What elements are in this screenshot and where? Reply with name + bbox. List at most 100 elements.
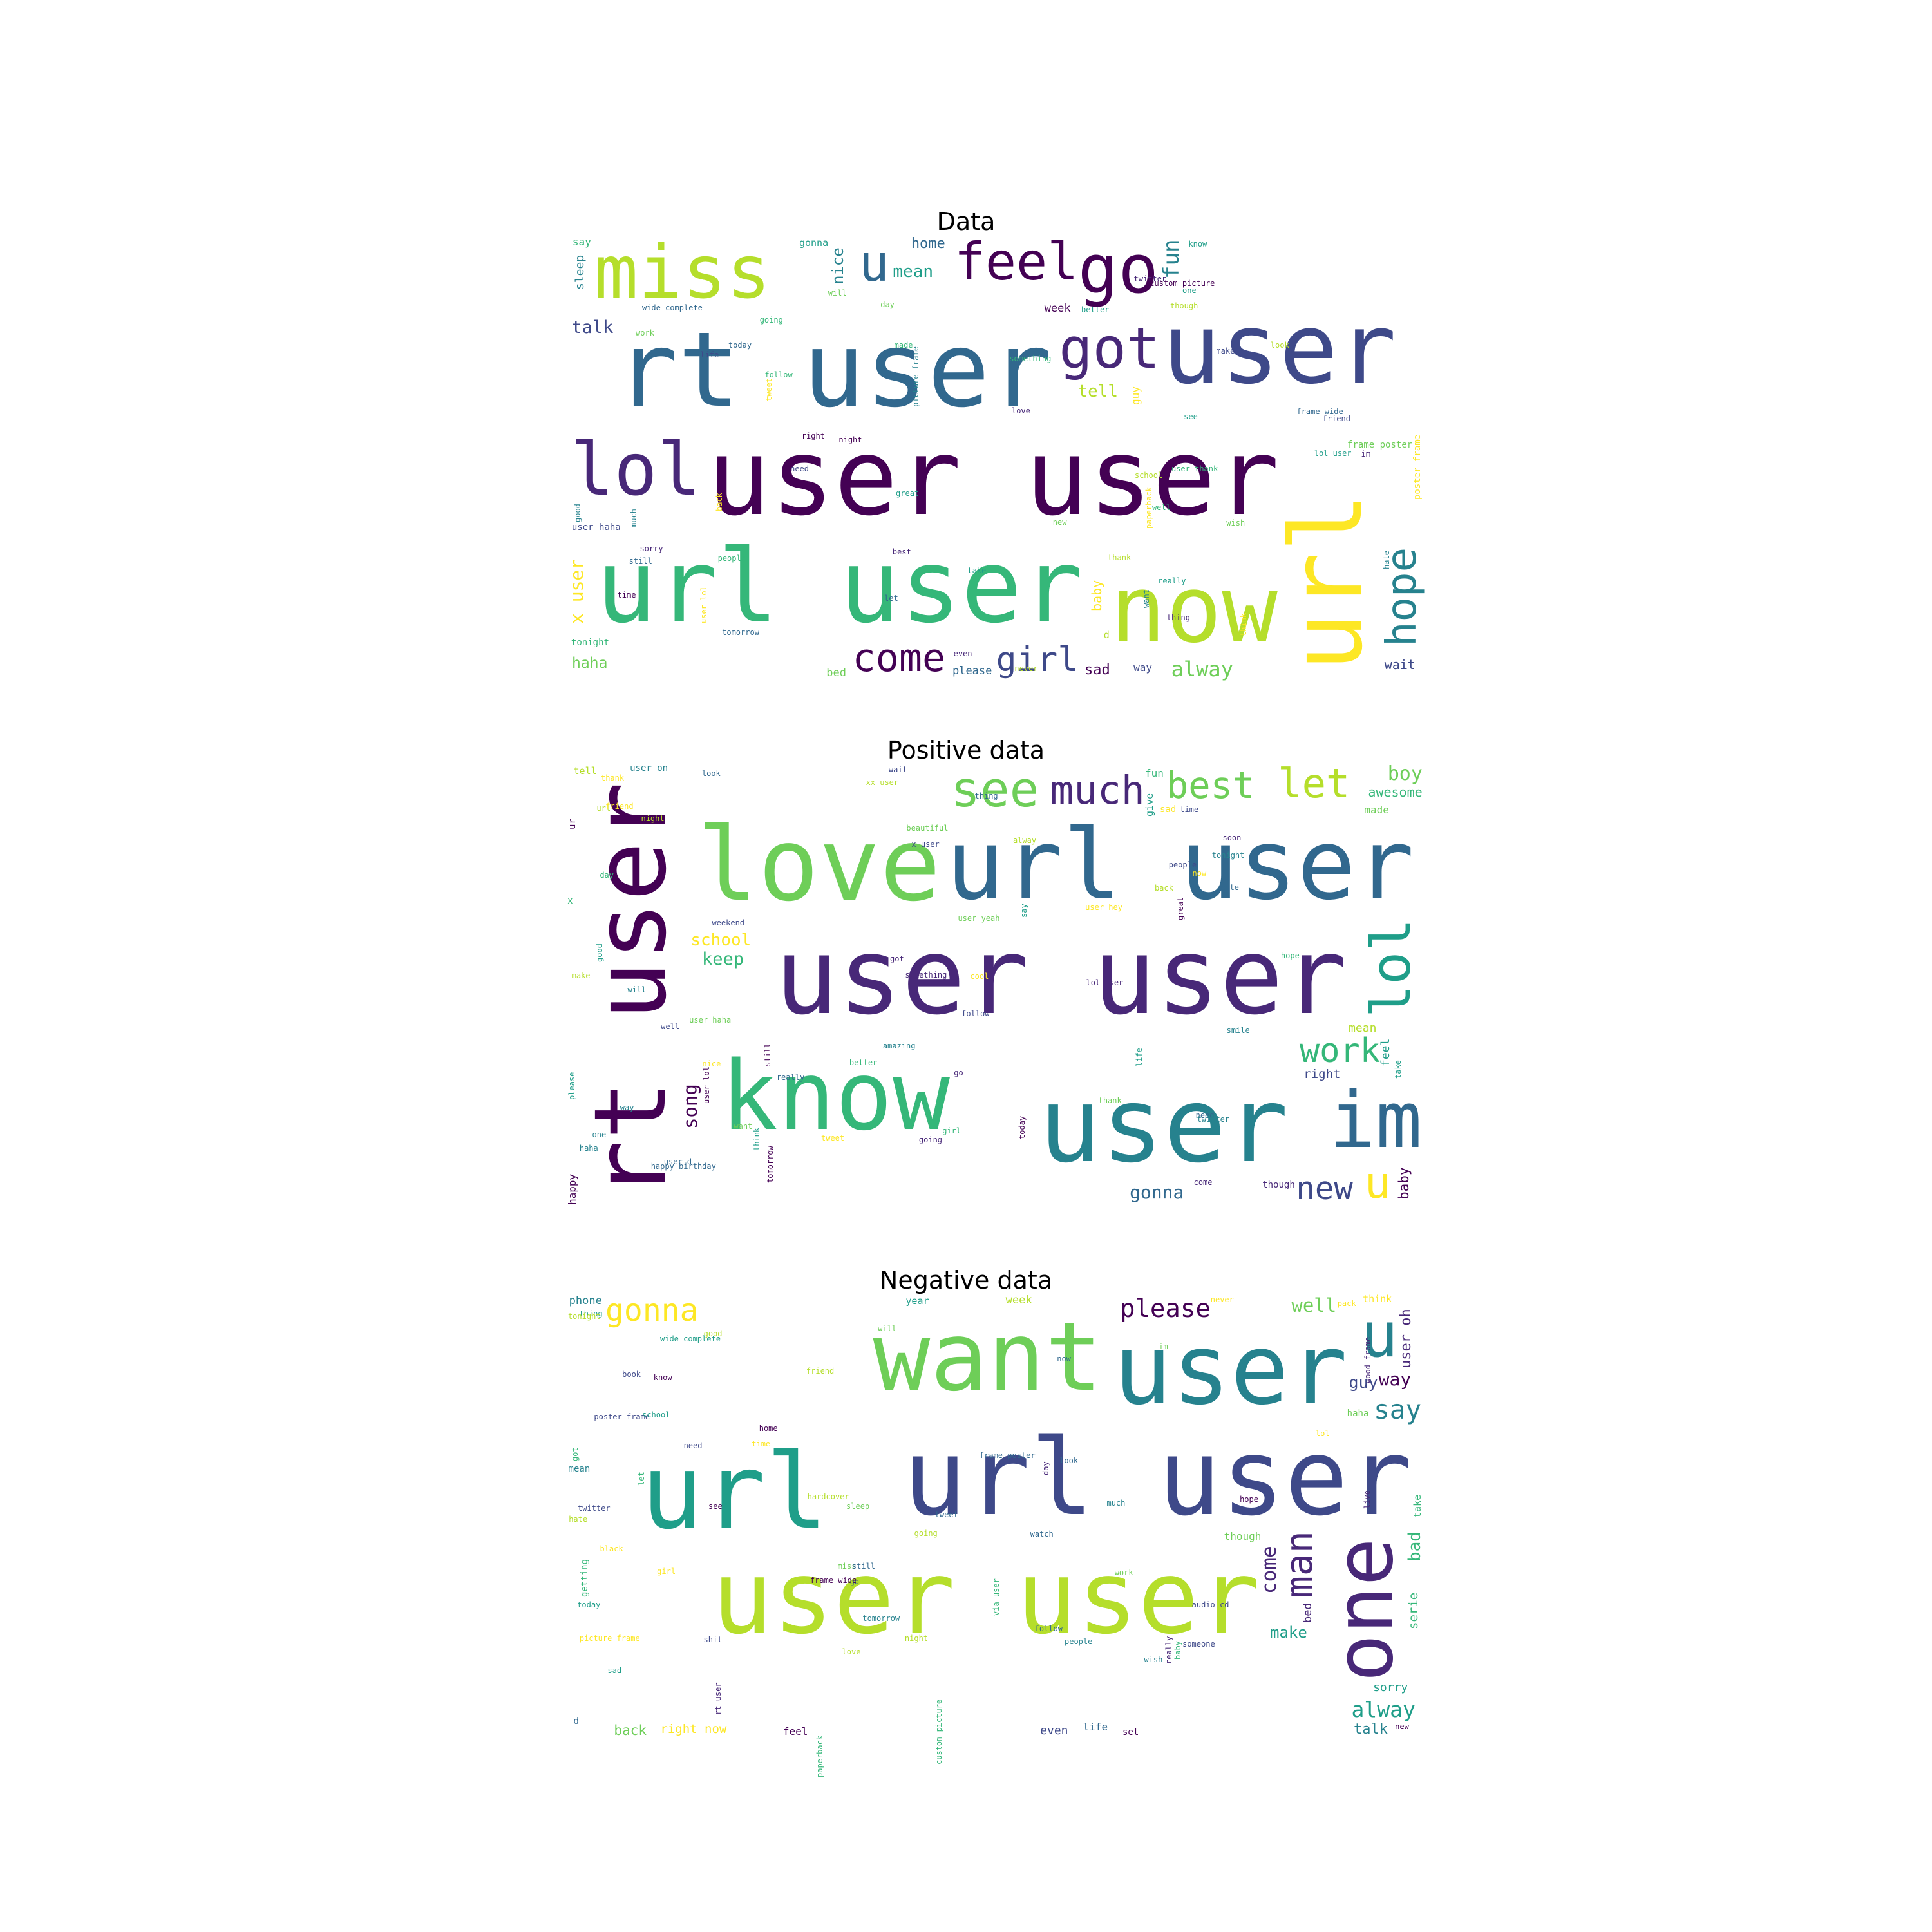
word-cloud-term: hardcover	[807, 1492, 849, 1501]
word-cloud-term: x user	[565, 558, 587, 624]
word-cloud-term: now	[1192, 869, 1207, 878]
word-cloud-term: fun	[1158, 239, 1184, 279]
word-cloud-term: better	[1081, 305, 1110, 314]
word-cloud-term: good	[703, 1329, 723, 1339]
word-cloud-term: thing	[579, 1309, 603, 1318]
word-cloud-term: today	[728, 341, 752, 350]
word-cloud-term: poster frame	[594, 1412, 650, 1422]
word-cloud-term: follow	[1034, 1624, 1063, 1633]
word-cloud-term: today	[577, 1600, 601, 1609]
word-cloud-term: day	[880, 300, 895, 310]
word-cloud-term: rt user	[714, 1682, 723, 1715]
word-cloud-term: someone	[1182, 1640, 1215, 1649]
word-cloud-term: people	[1065, 1637, 1093, 1647]
word-cloud-term: way	[1133, 661, 1152, 674]
word-cloud-term: friend	[1322, 413, 1350, 423]
word-cloud-term: d	[1103, 629, 1110, 641]
word-cloud-term: url user	[945, 808, 1414, 922]
word-cloud-term: going	[918, 1135, 943, 1145]
word-cloud-term: user yeah	[958, 914, 1000, 923]
word-cloud-term: know	[653, 1373, 672, 1383]
panel-title-positive-data: Positive data	[887, 736, 1045, 764]
word-cloud-term: life	[700, 350, 719, 360]
word-cloud-term: cool	[970, 971, 989, 981]
word-cloud-term: really	[1164, 1636, 1173, 1665]
word-cloud-term: one	[1182, 285, 1197, 295]
word-cloud-term: still	[629, 556, 652, 565]
word-cloud-term: bad	[1405, 1531, 1425, 1562]
word-cloud-term: tweet	[820, 1133, 845, 1142]
word-cloud-term: back	[614, 1722, 647, 1738]
word-cloud-term: make	[1270, 1624, 1307, 1642]
word-cloud-term: much	[629, 509, 638, 527]
word-cloud-term: feel	[1378, 1038, 1392, 1066]
word-cloud-term: friend	[806, 1366, 835, 1376]
word-cloud-term: look	[1059, 1456, 1079, 1466]
word-cloud-term: user haha	[689, 1016, 732, 1025]
word-cloud-term: wish	[1226, 518, 1245, 528]
word-cloud-term: work	[1114, 1567, 1133, 1577]
word-cloud-term: now	[1110, 554, 1278, 663]
word-cloud-term: tomorrow	[722, 627, 759, 637]
word-cloud-term: want	[734, 1122, 753, 1132]
word-cloud-term: nice	[829, 247, 848, 285]
word-cloud-term: amazing	[882, 1041, 916, 1050]
word-cloud-term: haha	[572, 654, 608, 672]
word-cloud-term: time	[1180, 805, 1199, 815]
word-cloud-term: im	[1361, 450, 1371, 459]
word-cloud-data: user user rt user url user url user know now lo…	[565, 232, 1426, 681]
word-cloud-term: talk	[571, 317, 614, 337]
word-cloud-term: d	[573, 1716, 579, 1727]
word-cloud-positive-data: user user user love rt user url user know than…	[566, 762, 1424, 1209]
word-cloud-term: way	[1378, 1368, 1412, 1390]
word-cloud-term: picture frame	[911, 346, 920, 408]
word-cloud-term: hate	[569, 1514, 588, 1524]
word-cloud-term: cute	[1220, 882, 1240, 892]
word-cloud-term: frame poster	[979, 1451, 1036, 1461]
word-cloud-term: feel	[954, 232, 1079, 292]
word-cloud-term: great	[1175, 896, 1185, 920]
word-cloud-term: thank	[600, 773, 625, 782]
word-cloud-term: say	[572, 235, 591, 248]
word-cloud-term: user d	[663, 1157, 692, 1166]
word-cloud-term: smile	[1226, 1026, 1250, 1036]
word-cloud-term: back	[1154, 884, 1173, 893]
word-cloud-term: say	[1374, 1394, 1422, 1425]
word-cloud-term: people	[1168, 860, 1197, 869]
word-cloud-term: hope	[1240, 1495, 1258, 1504]
word-cloud-term: follow	[764, 370, 793, 380]
word-cloud-term: miss	[837, 1561, 857, 1571]
word-cloud-term: u	[858, 234, 889, 293]
word-cloud-term: much	[1050, 768, 1145, 814]
word-cloud-term: great	[896, 489, 920, 498]
word-cloud-term: hope	[1280, 951, 1300, 960]
word-cloud-term: know	[1188, 240, 1208, 249]
word-cloud-term: know	[720, 1041, 951, 1152]
word-cloud-term: sleep	[573, 255, 587, 290]
word-cloud-term: fun	[1144, 766, 1164, 779]
word-cloud-term: x user	[911, 840, 940, 849]
word-cloud-term: thing	[974, 791, 998, 801]
word-cloud-term: got	[1059, 316, 1160, 382]
word-cloud-term: school	[1134, 470, 1163, 480]
word-cloud-term: go	[954, 1068, 963, 1078]
word-cloud-term: audio cd	[1191, 1600, 1229, 1610]
word-cloud-term: come	[852, 636, 946, 681]
word-cloud-term: lol	[1359, 918, 1424, 1018]
word-cloud-term: will	[627, 985, 647, 994]
word-cloud-term: friend	[605, 802, 634, 811]
word-cloud-term: life	[1135, 1047, 1144, 1066]
word-cloud-term: black	[600, 1544, 623, 1554]
word-cloud-term: even	[1040, 1724, 1068, 1738]
word-cloud-term: shit	[703, 1635, 723, 1645]
word-cloud-term: see	[1184, 412, 1198, 421]
word-cloud-term: lol	[570, 428, 701, 512]
word-cloud-term: boy	[1387, 762, 1423, 785]
word-cloud-term: love	[697, 806, 941, 925]
word-cloud-term: phone	[569, 1294, 602, 1307]
word-cloud-term: school	[690, 930, 752, 950]
word-cloud-term: user user	[774, 915, 1347, 1039]
word-cloud-term: think	[1363, 1293, 1392, 1305]
word-cloud-term: u	[1364, 1158, 1391, 1209]
word-cloud-term: life	[1083, 1721, 1108, 1734]
